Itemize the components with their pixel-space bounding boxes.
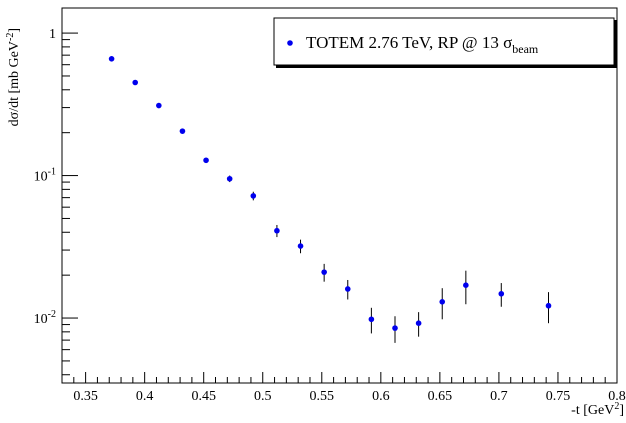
x-tick-label: 0.45 (191, 389, 216, 404)
legend-marker (287, 40, 293, 46)
data-point (203, 157, 209, 164)
data-point (321, 269, 327, 275)
data-point (368, 316, 375, 323)
data-point (179, 128, 186, 134)
x-tick-label: 0.7 (490, 389, 508, 404)
y-tick-label: 10-1 (34, 167, 56, 185)
x-tick-label: 0.55 (310, 389, 335, 404)
axis-ticks (62, 32, 618, 383)
data-point (250, 193, 257, 199)
data-point (108, 55, 115, 62)
legend: TOTEM 2.76 TeV, RP @ 13 σbeam (273, 17, 617, 68)
legend-label-subscript: beam (512, 42, 539, 56)
x-axis-label-exponent: 2 (614, 401, 619, 412)
x-tick-label: 0.8 (608, 389, 626, 404)
y-axis-label: dσ/dt [mb GeV-2] (5, 28, 22, 126)
data-point (415, 320, 422, 327)
x-tick-label: 0.5 (254, 389, 272, 404)
data-point (392, 325, 398, 331)
data-point (463, 282, 469, 289)
data-point (297, 243, 304, 249)
y-tick-label: 1 (49, 27, 56, 42)
x-tick-label: 0.4 (136, 389, 154, 404)
data-point (132, 79, 139, 86)
data-point (344, 286, 351, 292)
plot-frame (61, 7, 618, 384)
data-point (156, 102, 162, 109)
x-axis-label: -t [GeV2] (571, 401, 624, 418)
y-tick-label: 10-2 (34, 309, 56, 327)
data-point (274, 227, 280, 234)
x-tick-label: 0.75 (546, 389, 571, 404)
legend-label: TOTEM 2.76 TeV, RP @ 13 σbeam (306, 33, 539, 56)
data-point (545, 302, 552, 309)
x-tick-label: 0.65 (428, 389, 453, 404)
data-points (108, 55, 552, 343)
x-tick-label: 0.6 (372, 389, 390, 404)
tick-labels: 0.35 0.4 0.45 0.5 0.55 0.6 0.65 0.7 0.75 0.8 1 10-1… (34, 27, 626, 404)
plot-area-border (61, 7, 618, 384)
data-point (226, 175, 233, 182)
data-point (498, 290, 505, 297)
data-point (439, 299, 446, 305)
y-axis-label-exponent: -2 (5, 33, 16, 41)
x-tick-label: 0.35 (73, 389, 98, 404)
legend-box (273, 17, 615, 66)
